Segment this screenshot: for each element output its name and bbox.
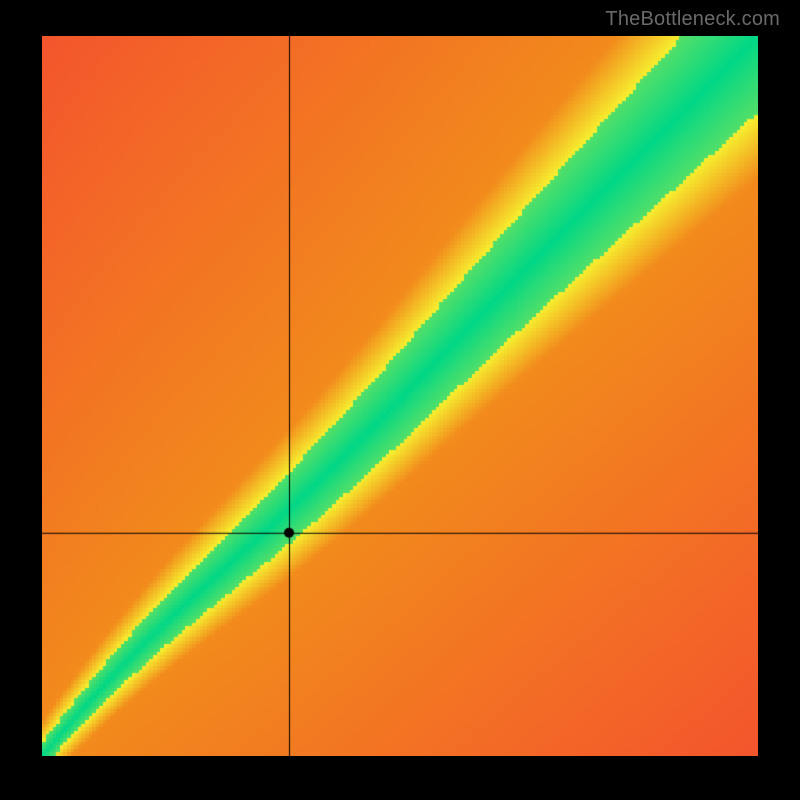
heatmap-plot [42,36,758,756]
chart-container: TheBottleneck.com [0,0,800,800]
attribution-label: TheBottleneck.com [605,8,780,31]
